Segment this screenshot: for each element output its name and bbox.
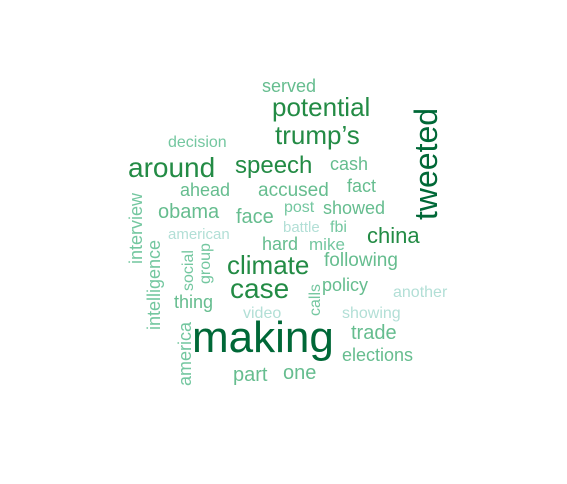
word-battle: battle [283,219,320,236]
word-showing: showing [342,305,401,322]
word-tweeted: tweeted [408,108,444,220]
word-decision: decision [168,134,227,151]
word-making: making [192,313,334,362]
word-another: another [393,284,448,301]
word-around: around [128,152,215,183]
word-cash: cash [330,154,368,174]
word-social: social [180,250,197,291]
word-climate: climate [227,250,309,280]
word-potential: potential [272,92,370,122]
word-part: part [233,364,268,386]
word-american: american [168,226,230,243]
word-group: group [197,243,214,284]
word-china: china [367,223,420,248]
word-ahead: ahead [180,180,230,200]
word-speech: speech [235,152,312,179]
word-face: face [236,206,274,228]
word-elections: elections [342,345,413,365]
word-showed: showed [323,198,385,218]
word-case: case [230,273,289,304]
word-obama: obama [158,201,220,223]
word-post: post [284,199,315,216]
word-served: served [262,76,316,96]
word-interview: interview [126,192,146,264]
word-trumps: trump’s [275,120,360,150]
word-america: america [175,321,195,386]
word-hard: hard [262,234,298,254]
word-policy: policy [322,275,368,295]
word-following: following [324,250,398,271]
word-video: video [243,305,281,322]
word-fbi: fbi [330,219,347,236]
word-intelligence: intelligence [144,240,164,330]
word-calls: calls [307,284,324,316]
word-fact: fact [347,176,376,196]
word-trade: trade [351,322,397,344]
word-one: one [283,362,316,384]
word-mike: mike [309,235,345,254]
word-thing: thing [174,292,213,312]
word-accused: accused [258,180,329,201]
